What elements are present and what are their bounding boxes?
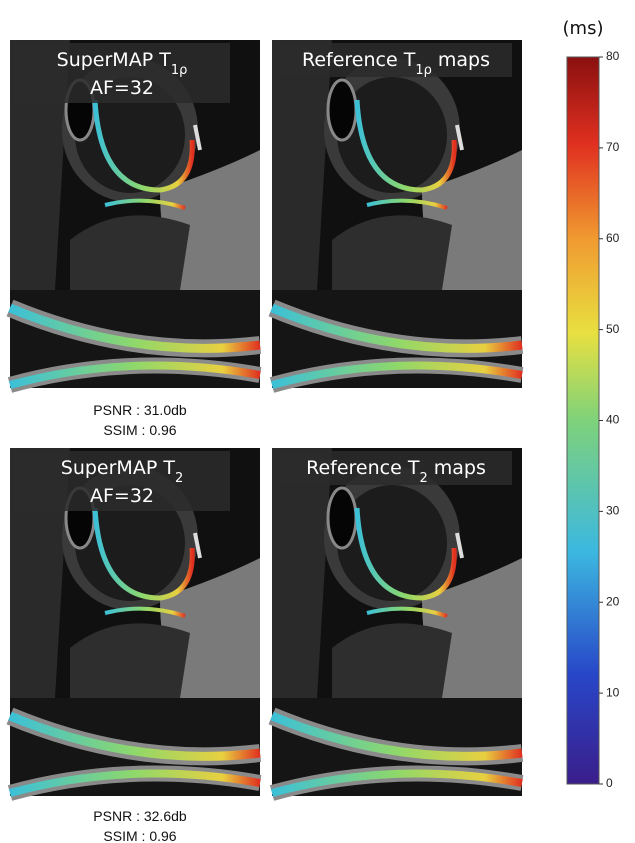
tick-label: 50	[606, 322, 620, 336]
panel-title: Reference T1ρ maps	[302, 49, 490, 78]
tick-label: 60	[606, 231, 620, 245]
psnr: PSNR : 31.0db	[93, 402, 187, 418]
psnr: PSNR : 32.6db	[93, 808, 187, 824]
panel-title: Reference T2 maps	[306, 457, 486, 486]
tick-label: 80	[606, 49, 620, 63]
tick-label: 40	[606, 413, 620, 427]
colorbar-unit: (ms)	[563, 18, 604, 39]
tick-label: 0	[606, 776, 613, 790]
tick-label: 20	[606, 594, 620, 608]
panel-title: SuperMAP T2	[61, 457, 183, 486]
tick-label: 70	[606, 140, 620, 154]
colorbar	[566, 56, 600, 785]
tick-label: 10	[606, 685, 620, 699]
panel-title: SuperMAP T1ρ	[57, 49, 188, 78]
panel-subtitle: AF=32	[90, 77, 154, 99]
panel-subtitle: AF=32	[90, 485, 154, 507]
tick-label: 30	[606, 504, 620, 518]
ssim: SSIM : 0.96	[103, 422, 176, 438]
ssim: SSIM : 0.96	[103, 828, 176, 843]
